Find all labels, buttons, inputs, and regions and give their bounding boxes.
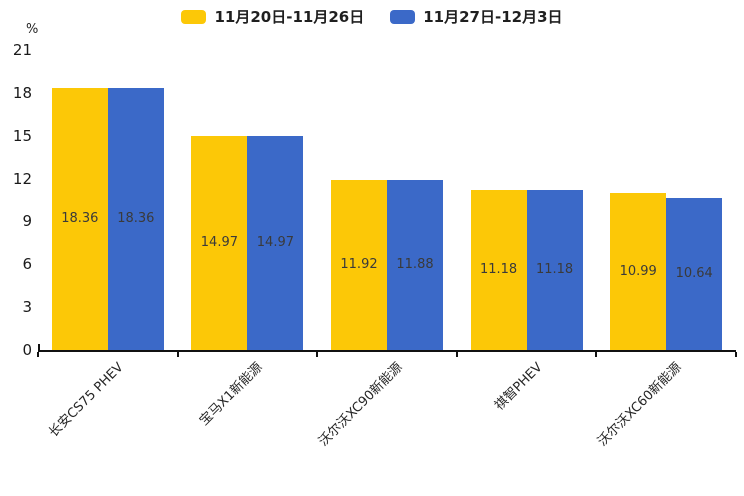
y-axis-unit-label: % <box>26 22 39 37</box>
legend-item-week2[interactable]: 11月27日-12月3日 <box>390 8 563 26</box>
bar-value-label: 11.18 <box>535 262 574 278</box>
bar-value-label: 18.36 <box>117 210 155 226</box>
y-axis-tick-label: 18 <box>12 83 32 102</box>
bar-value-label: 11.92 <box>340 256 378 272</box>
bar-series1-group0 <box>107 87 164 350</box>
y-axis-tick-label: 21 <box>12 41 32 59</box>
x-axis-category-label: 沃尔沃XC90新能源 <box>316 360 406 450</box>
x-axis-tick <box>455 352 458 357</box>
bar-value-label: 10.64 <box>675 266 713 281</box>
bar-series0-group4 <box>610 193 667 350</box>
x-axis-end-tick <box>38 344 40 350</box>
x-axis-category-label: 沃尔沃XC60新能源 <box>595 360 685 450</box>
bar-value-label: 10.99 <box>619 263 657 279</box>
bar-series1-group1 <box>247 136 304 350</box>
bar-value-label: 11.88 <box>396 257 434 273</box>
y-axis-tick-label: 3 <box>22 298 32 317</box>
legend-label-week1: 11月20日-11月26日 <box>214 8 365 26</box>
x-axis-tick <box>176 352 179 357</box>
x-axis-tick <box>37 352 39 357</box>
y-axis-tick-label: 9 <box>22 212 32 231</box>
legend-label-week2: 11月27日-12月3日 <box>423 8 563 26</box>
x-axis-tick <box>316 352 319 357</box>
x-axis-category-label: 宝马X1新能源 <box>197 360 266 429</box>
bar-series1-group2 <box>387 180 443 350</box>
x-axis-line <box>38 350 736 352</box>
legend-swatch-week1-icon <box>181 10 207 24</box>
bar-value-label: 14.97 <box>256 235 294 251</box>
legend-item-week1[interactable]: 11月20日-11月26日 <box>181 8 364 26</box>
x-axis-category-label: 祺智PHEV <box>491 360 546 414</box>
bar-series0-group2 <box>331 179 387 350</box>
bar-value-label: 14.97 <box>200 235 238 251</box>
legend: 11月20日-11月26日 11月27日-12月3日 <box>0 6 744 28</box>
bar-series1-group4 <box>666 198 723 350</box>
x-axis-category-label: 长安CS75 PHEV <box>45 360 127 441</box>
y-axis-tick-label: 6 <box>22 255 32 274</box>
y-axis-tick-label: 12 <box>12 169 32 188</box>
y-axis-tick-label: 0 <box>22 341 32 359</box>
bar-value-label: 18.36 <box>61 210 99 226</box>
x-axis-tick <box>735 352 737 357</box>
y-axis-tick-label: 15 <box>12 126 32 145</box>
bar-value-label: 11.18 <box>479 262 518 278</box>
bar-series0-group0 <box>51 87 108 350</box>
bar-series0-group1 <box>191 136 248 350</box>
bar-series1-group3 <box>526 190 583 350</box>
legend-swatch-week2-icon <box>390 10 416 24</box>
x-axis-tick <box>595 352 598 357</box>
bar-series0-group3 <box>470 190 527 350</box>
